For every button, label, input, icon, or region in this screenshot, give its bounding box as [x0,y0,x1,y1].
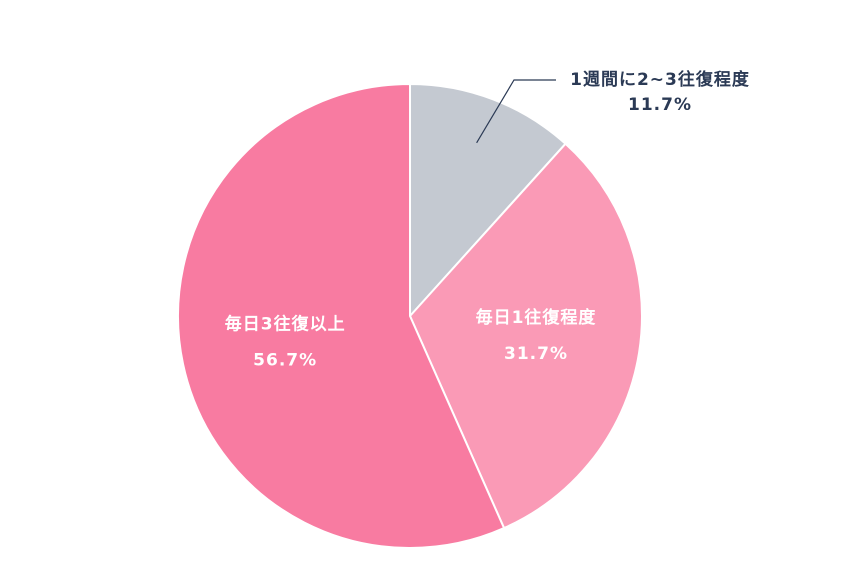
slice-label: 毎日3往復以上 [225,313,346,334]
pie-slice [409,82,567,319]
slice-label: 毎日1往復程度 [476,307,597,328]
value-label: 31.7% [504,344,568,364]
pie-slice [408,142,643,530]
value-label: 11.7% [628,95,692,115]
pie-slice [177,82,506,549]
value-label: 56.7% [253,350,317,370]
slice-label: 1週間に2~3往復程度 [570,69,750,90]
leader-line [476,79,556,144]
